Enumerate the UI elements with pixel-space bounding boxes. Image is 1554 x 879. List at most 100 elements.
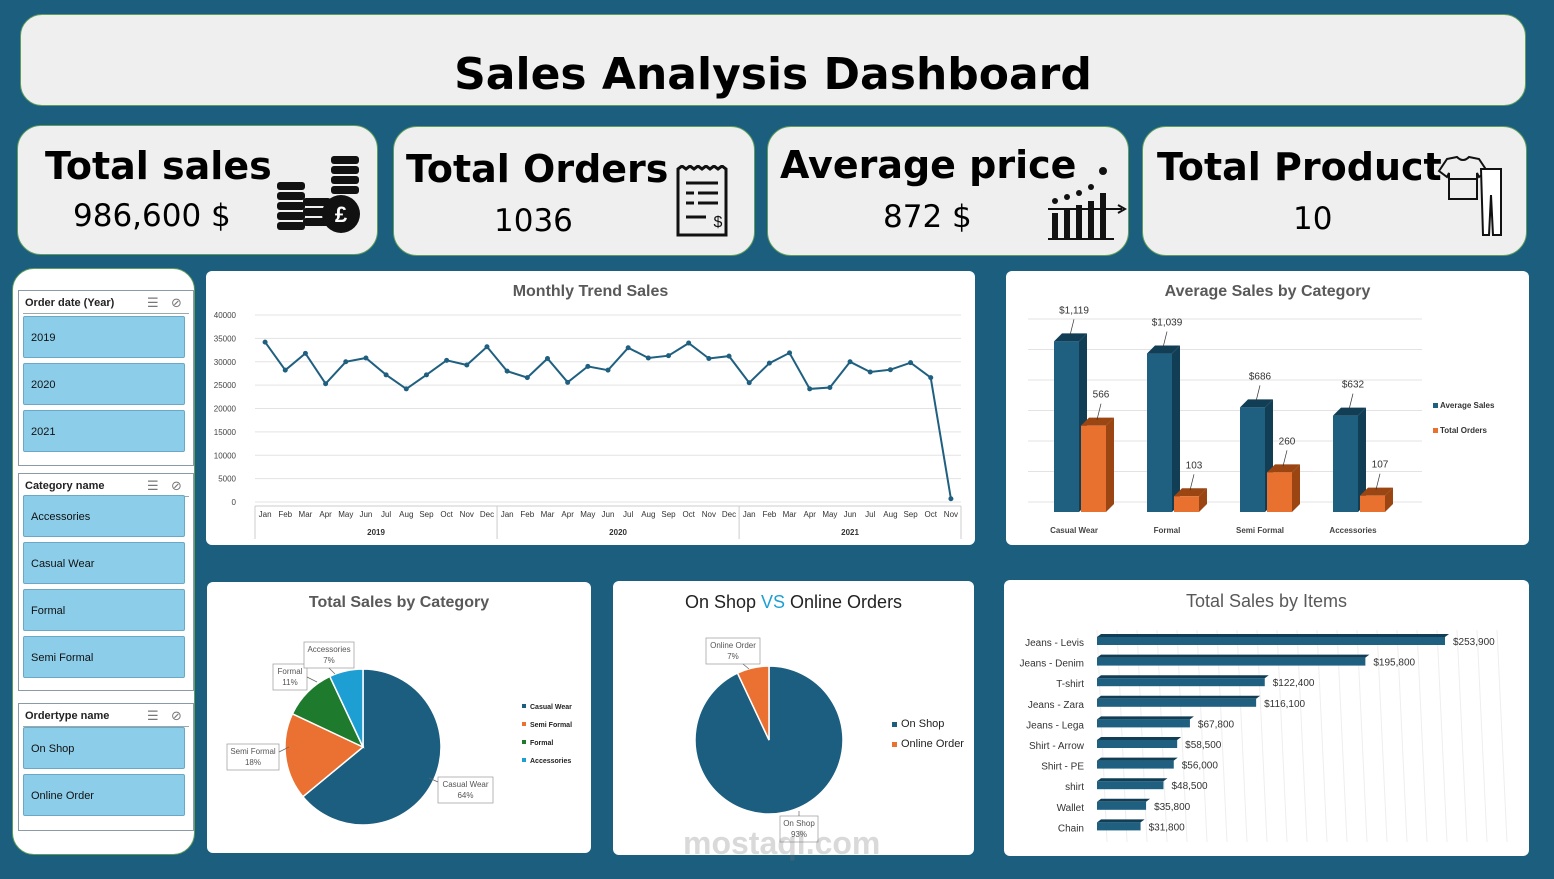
data-point	[766, 360, 772, 366]
pie-slice	[328, 668, 364, 748]
hbar-chart-svg: Jeans - Levis $253,900 Jeans - Denim $195,8…	[1020, 629, 1508, 843]
data-point	[807, 386, 813, 392]
shop-vs-online-pie: On Shop VS Online Orders On Shop 93% Onlin…	[613, 581, 974, 855]
data-point	[867, 369, 873, 375]
grid-line	[1496, 629, 1508, 843]
bar-side	[1385, 487, 1393, 512]
data-label: $48,500	[1171, 781, 1208, 792]
category-label: Jeans - Lega	[1026, 720, 1084, 731]
data-label: $31,800	[1149, 822, 1186, 833]
clear-filter-icon[interactable]: ⊘	[171, 478, 182, 493]
slicer-item-casual-wear[interactable]: Casual Wear	[23, 542, 185, 584]
kpi-value: 10	[1293, 201, 1333, 237]
bar	[1174, 496, 1199, 512]
data-point	[726, 353, 732, 359]
slicer-item-accessories[interactable]: Accessories	[23, 495, 185, 537]
legend-swatch	[1433, 403, 1438, 408]
x-tick-label: Apr	[803, 510, 816, 519]
bar	[1147, 353, 1172, 512]
grid-line	[1396, 629, 1408, 843]
x-tick-label: Jul	[865, 510, 875, 519]
data-label: 566	[1093, 390, 1110, 401]
slicer-item-formal[interactable]: Formal	[23, 589, 185, 631]
y-tick-label: 25000	[214, 381, 237, 390]
bar-chart-growth-icon	[1048, 167, 1128, 240]
legend-label: Total Orders	[1440, 426, 1488, 435]
bar-side	[1172, 345, 1180, 512]
slicer-item-2020[interactable]: 2020	[23, 363, 185, 405]
data-label-box	[226, 743, 280, 771]
kpi-label: Total Product	[1157, 145, 1442, 189]
category-label: Jeans - Levis	[1025, 638, 1084, 649]
category-label: Wallet	[1057, 803, 1085, 814]
x-tick-label: Aug	[399, 510, 413, 519]
kpi-label: Total Orders	[406, 147, 669, 191]
slicer-item-2019[interactable]: 2019	[23, 316, 185, 358]
x-tick-label: Formal	[1154, 526, 1181, 535]
slicer-header: Category name	[25, 480, 105, 492]
slicer-item-semi-formal[interactable]: Semi Formal	[23, 636, 185, 678]
x-tick-label: Feb	[520, 510, 534, 519]
bar-top	[1267, 464, 1300, 473]
bar-top	[1054, 333, 1087, 342]
x-tick-label: Mar	[541, 510, 555, 519]
bar-top	[1174, 488, 1207, 497]
x-tick-label: Apr	[319, 510, 332, 519]
legend-label: On Shop	[901, 718, 944, 730]
bar-chart-svg: $1,119 566 Casual Wear $1,039 103 Formal $686 2…	[1028, 305, 1495, 535]
x-tick-label: Semi Formal	[1236, 526, 1284, 535]
title-vs: VS	[761, 592, 786, 612]
data-point	[847, 359, 853, 365]
bar	[1054, 341, 1079, 512]
data-point	[686, 340, 692, 346]
x-tick-label: Aug	[883, 510, 897, 519]
multi-select-icon[interactable]: ☰	[147, 478, 159, 493]
legend-label: Online Order	[901, 738, 964, 750]
x-tick-label: Jun	[602, 510, 615, 519]
slicer-item-on-shop[interactable]: On Shop	[23, 727, 185, 769]
grid-line	[1456, 629, 1468, 843]
bar	[1267, 472, 1292, 512]
slicer-item-online-order[interactable]: Online Order	[23, 774, 185, 816]
bar-side	[1106, 417, 1114, 512]
legend-label: Accessories	[530, 758, 571, 765]
data-point	[706, 355, 712, 361]
y-tick-label: 30000	[214, 358, 237, 367]
data-label: $35,800	[1154, 802, 1191, 813]
data-point	[363, 355, 369, 361]
data-point	[323, 381, 329, 387]
data-label: $122,400	[1273, 678, 1315, 689]
x-tick-label: Nov	[702, 510, 716, 519]
legend-swatch	[522, 758, 526, 762]
x-tick-label: Oct	[925, 510, 938, 519]
data-point	[484, 344, 490, 350]
clear-filter-icon[interactable]: ⊘	[171, 708, 182, 723]
x-tick-label: May	[822, 510, 837, 519]
leader-line	[328, 667, 336, 675]
year-label: 2021	[841, 528, 859, 537]
kpi-label: Average price	[780, 143, 1077, 187]
bar-top	[1097, 634, 1449, 637]
data-label: $116,100	[1264, 699, 1305, 710]
category-label: Jeans - Zara	[1028, 700, 1085, 711]
bar	[1097, 637, 1445, 645]
multi-select-icon[interactable]: ☰	[147, 295, 159, 310]
leader-line	[742, 663, 750, 670]
clear-filter-icon[interactable]: ⊘	[171, 295, 182, 310]
data-label: $1,039	[1152, 318, 1183, 329]
multi-select-icon[interactable]: ☰	[147, 708, 159, 723]
x-tick-label: Casual Wear	[1050, 526, 1098, 535]
x-tick-label: Mar	[783, 510, 797, 519]
data-label-name: Semi Formal	[230, 747, 276, 756]
x-tick-label: Feb	[762, 510, 776, 519]
y-tick-label: 10000	[214, 451, 237, 460]
slicer-item-2021[interactable]: 2021	[23, 410, 185, 452]
slicer-ordertype: Ordertype name ☰ ⊘ On Shop Online Order	[18, 703, 194, 831]
data-point	[908, 360, 914, 366]
leader-line	[1069, 319, 1075, 336]
y-tick-label: 15000	[214, 428, 237, 437]
bar-top	[1097, 654, 1370, 658]
bar	[1097, 678, 1265, 687]
kpi-value: 1036	[494, 203, 573, 239]
leader-line	[1282, 450, 1288, 467]
